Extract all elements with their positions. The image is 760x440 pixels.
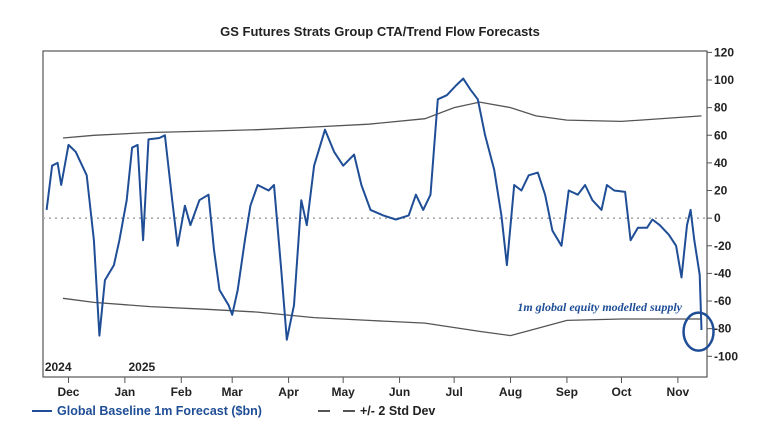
- y-tick-label: 80: [714, 101, 728, 115]
- x-tick-label: Mar: [222, 385, 244, 399]
- y-tick-label: -60: [714, 294, 732, 308]
- y-tick-label: 60: [714, 128, 728, 142]
- x-tick-label: Oct: [611, 385, 631, 399]
- y-tick-label: 0: [714, 211, 721, 225]
- legend-label-stddev: +/- 2 Std Dev: [360, 404, 435, 418]
- legend: Global Baseline 1m Forecast ($bn) +/- 2 …: [32, 404, 435, 418]
- std-dev-lower-line: [62, 297, 702, 337]
- x-tick-label: Sep: [556, 385, 578, 399]
- x-tick-label: May: [331, 385, 355, 399]
- y-tick-label: -20: [714, 239, 732, 253]
- y-tick-label: -40: [714, 266, 732, 280]
- legend-label-forecast: Global Baseline 1m Forecast ($bn): [57, 404, 262, 418]
- annotation-circle: [682, 311, 715, 352]
- std-dev-upper-line: [62, 101, 702, 139]
- x-tick-label: Apr: [278, 385, 299, 399]
- x-tick-label: Nov: [667, 385, 690, 399]
- year-label: 2025: [129, 360, 156, 374]
- chart-title: GS Futures Strats Group CTA/Trend Flow F…: [220, 24, 540, 39]
- y-tick-label: -100: [714, 349, 738, 363]
- x-tick-label: Jul: [445, 385, 462, 399]
- plot-frame: [42, 50, 708, 378]
- x-tick-label: Feb: [171, 385, 192, 399]
- y-tick-label: 120: [714, 45, 734, 59]
- x-tick-label: Jan: [115, 385, 136, 399]
- y-tick-label: -80: [714, 322, 732, 336]
- annotation-text: 1m global equity modelled supply: [517, 300, 682, 314]
- x-tick-label: Jun: [389, 385, 410, 399]
- global-baseline-forecast-line: [45, 77, 703, 341]
- y-tick-label: 20: [714, 184, 728, 198]
- x-axis: Dec Jan Feb Mar Apr May Jun Jul Aug Sep Oct Nov 2024…: [45, 360, 690, 399]
- x-tick-label: Aug: [499, 385, 522, 399]
- y-tick-label: 100: [714, 73, 734, 87]
- y-axis: 120 100 80 60 40 20 0 -20 -40 -60 -80 -100: [707, 45, 738, 363]
- x-tick-label: Dec: [57, 385, 79, 399]
- y-tick-label: 40: [714, 156, 728, 170]
- year-label: 2024: [45, 360, 72, 374]
